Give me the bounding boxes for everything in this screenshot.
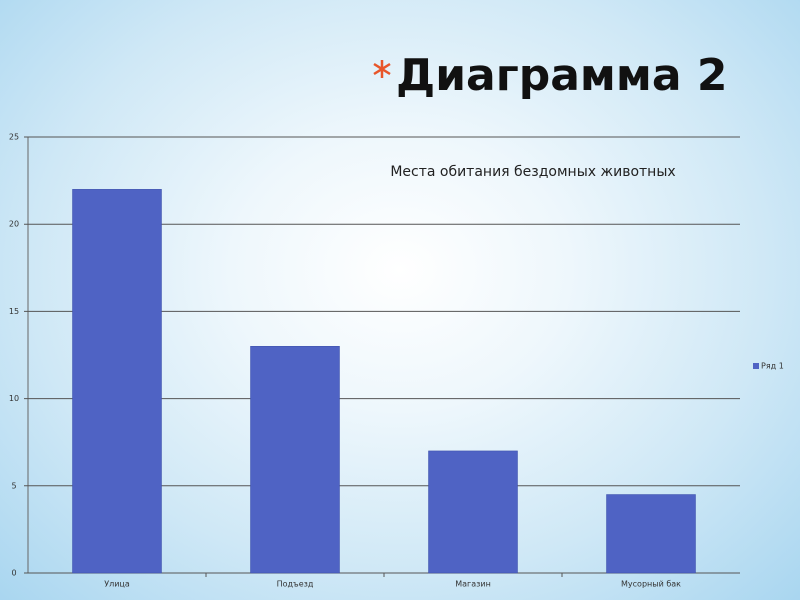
bar [250, 346, 340, 574]
y-tick-label: 5 [11, 481, 16, 490]
bar [428, 450, 518, 574]
y-tick-label: 10 [9, 394, 19, 403]
x-tick-label: Улица [104, 580, 130, 589]
y-tick-label: 0 [11, 569, 16, 578]
y-tick-label: 25 [9, 133, 19, 142]
slide-title: Диаграмма 2 [396, 50, 727, 101]
legend-swatch [753, 363, 759, 369]
legend-label: Ряд 1 [761, 362, 784, 371]
y-tick-label: 20 [9, 220, 19, 229]
bar [606, 494, 696, 574]
y-tick-label: 15 [9, 307, 19, 316]
x-tick-label: Подъезд [277, 580, 314, 589]
chart-title: Места обитания бездомных животных [390, 164, 675, 180]
x-tick-label: Мусорный бак [621, 580, 681, 589]
x-tick-label: Магазин [455, 580, 491, 589]
bar [72, 189, 162, 574]
bullet-asterisk [373, 60, 391, 78]
